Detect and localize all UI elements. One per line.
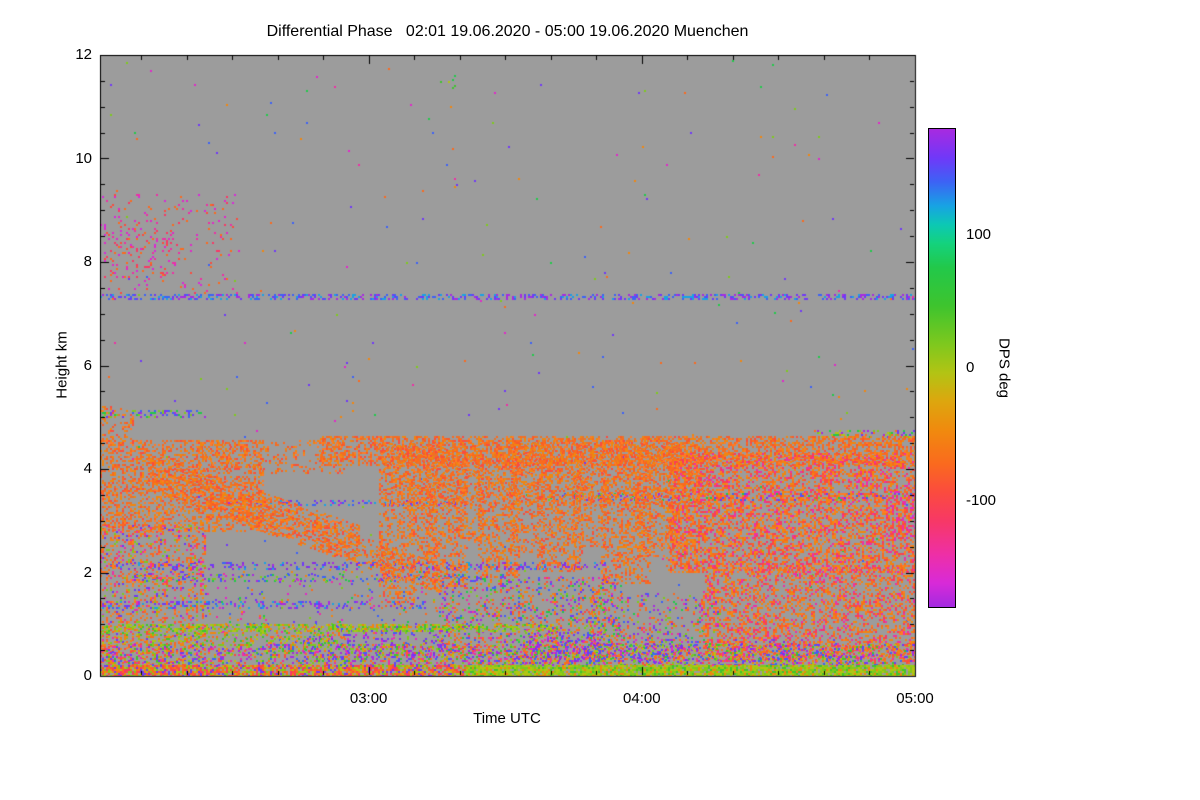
y-tick-label: 0 xyxy=(83,667,92,684)
colorbar-title: DPS deg xyxy=(995,337,1013,399)
colorbar-tick-label: 100 xyxy=(966,225,992,243)
colorbar xyxy=(928,128,956,608)
y-tick-label: 8 xyxy=(83,253,92,270)
y-axis-title: Height km xyxy=(53,331,71,399)
x-tick-label: 03:00 xyxy=(349,690,388,707)
x-tick-label: 04:00 xyxy=(623,690,661,707)
x-tick-label: 05:00 xyxy=(896,690,934,707)
y-tick-label: 10 xyxy=(75,149,92,167)
y-tick-label: 12 xyxy=(75,46,92,63)
colorbar-tick-label: -100 xyxy=(966,492,997,510)
colorbar-tick-label: 0 xyxy=(966,359,975,376)
x-axis-title: Time UTC xyxy=(473,710,541,727)
y-tick-label: 6 xyxy=(83,356,92,374)
y-tick-label: 2 xyxy=(83,563,92,581)
y-tick-label: 4 xyxy=(83,460,92,477)
chart-title: Differential Phase 02:01 19.06.2020 - 05… xyxy=(266,23,749,40)
